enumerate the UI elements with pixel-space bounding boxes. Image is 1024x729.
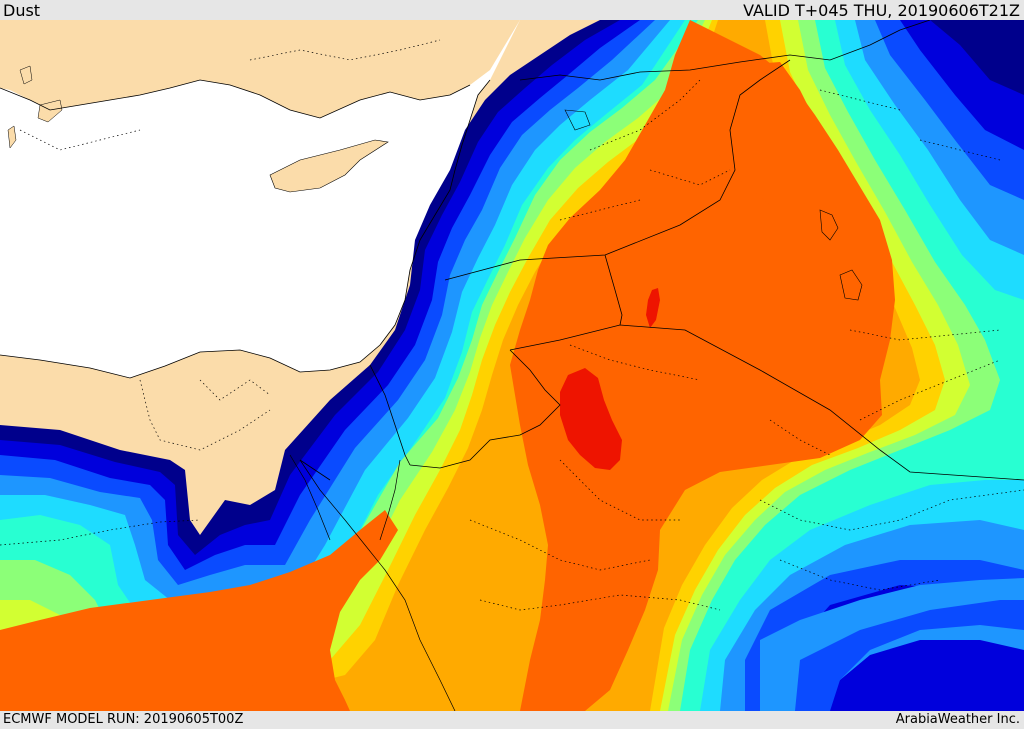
- dust-level-12: [560, 368, 622, 470]
- dust-level-11-n: [680, 60, 825, 220]
- coastline-icon: [0, 79, 491, 379]
- valid-time: VALID T+045 THU, 20190606T21Z: [743, 1, 1020, 20]
- map-title: Dust: [3, 1, 41, 20]
- island: [37, 99, 63, 123]
- red-sea: [299, 459, 456, 711]
- cyprus-island: [269, 139, 389, 193]
- lake-outline: [839, 269, 863, 301]
- gulf-suez: [289, 454, 331, 541]
- turkey-land: [0, 20, 520, 118]
- dust-level-11-w: [0, 585, 310, 711]
- coastline-icon: [0, 79, 471, 119]
- footer-bar: ECMWF MODEL RUN: 20190605T00Z ArabiaWeat…: [0, 711, 1024, 729]
- border-icon: [299, 20, 1024, 481]
- dust-level-11: [0, 20, 895, 711]
- header-bar: Dust VALID T+045 THU, 20190606T21Z: [0, 0, 1024, 20]
- lake-outline: [564, 109, 591, 131]
- dust-level-12-small: [646, 288, 660, 328]
- model-run: ECMWF MODEL RUN: 20190605T00Z: [3, 712, 244, 727]
- gulf-aqaba: [379, 459, 401, 541]
- island: [19, 65, 33, 85]
- dust-level-se2: [795, 600, 1024, 711]
- lake-outline: [819, 209, 839, 241]
- island: [7, 125, 17, 149]
- dust-map: [0, 20, 1024, 711]
- mediterranean-sea: [0, 20, 520, 378]
- internal-border-icon: [0, 39, 1024, 611]
- credit: ArabiaWeather Inc.: [895, 712, 1020, 727]
